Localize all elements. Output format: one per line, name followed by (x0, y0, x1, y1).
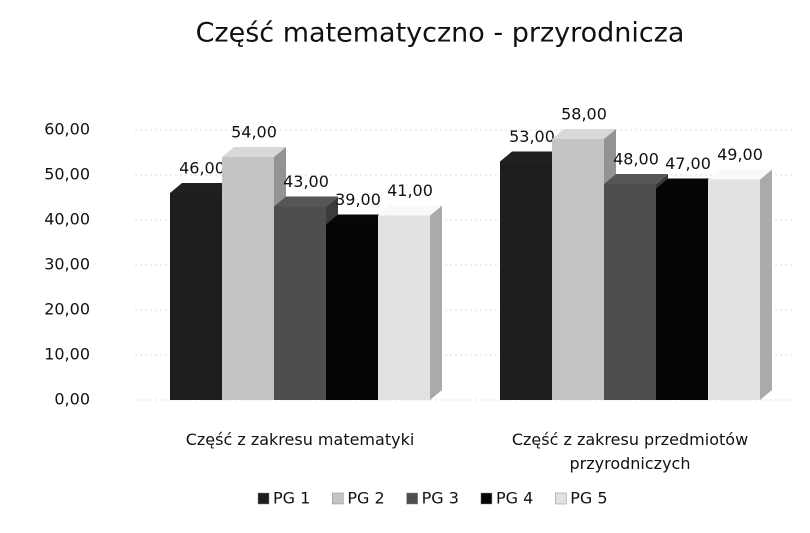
bar (552, 139, 604, 400)
chart-title: Część matematyczno - przyrodnicza (196, 18, 685, 49)
y-tick-label: 60,00 (44, 120, 90, 139)
y-tick-label: 40,00 (44, 210, 90, 229)
y-tick-label: 10,00 (44, 345, 90, 364)
bar-top (378, 205, 442, 216)
bar (656, 188, 708, 400)
bar-top (222, 147, 286, 157)
legend-label: PG 1 (273, 489, 310, 508)
legend-swatch (257, 492, 270, 505)
legend-swatch (555, 492, 567, 505)
legend-swatch (406, 492, 418, 505)
x-tick-label: Część z zakresu matematyki (185, 430, 415, 449)
bar-side (760, 169, 772, 400)
bar-top (170, 183, 234, 193)
y-tick-label: 20,00 (44, 300, 90, 319)
legend-label: PG 3 (422, 489, 459, 508)
bar (222, 157, 274, 400)
bar-top (708, 169, 772, 180)
bar-top (274, 196, 338, 207)
bar (378, 215, 430, 400)
bar-top (500, 151, 564, 162)
legend-label: PG 5 (570, 489, 607, 508)
y-tick-label: 30,00 (44, 255, 90, 274)
bar (500, 161, 552, 400)
legend-swatch (332, 492, 344, 505)
bar (274, 206, 326, 400)
legend-label: PG 4 (496, 489, 533, 508)
bar-top (326, 214, 390, 225)
legend-label: PG 2 (347, 489, 384, 508)
bar-side (430, 205, 442, 400)
bar (326, 224, 378, 400)
legend-swatch (480, 492, 493, 505)
value-label: 49,00 (717, 145, 763, 164)
value-label: 47,00 (665, 154, 711, 173)
value-label: 46,00 (179, 159, 225, 178)
y-tick-label: 50,00 (44, 165, 90, 184)
value-label: 41,00 (387, 181, 433, 200)
value-label: 48,00 (613, 150, 659, 169)
value-label: 43,00 (283, 172, 329, 191)
bar-top (656, 178, 720, 189)
bar-top (552, 129, 616, 139)
value-label: 54,00 (231, 123, 277, 142)
value-label: 53,00 (509, 127, 555, 146)
x-tick-label: Część z zakresu przedmiotów przyrodniczy… (511, 430, 749, 473)
y-tick-label: 0,00 (54, 390, 90, 409)
value-label: 39,00 (335, 190, 381, 209)
bar (604, 184, 656, 400)
bar (708, 179, 760, 400)
bar (170, 193, 222, 400)
value-label: 58,00 (561, 105, 607, 124)
bar-top (604, 174, 668, 184)
